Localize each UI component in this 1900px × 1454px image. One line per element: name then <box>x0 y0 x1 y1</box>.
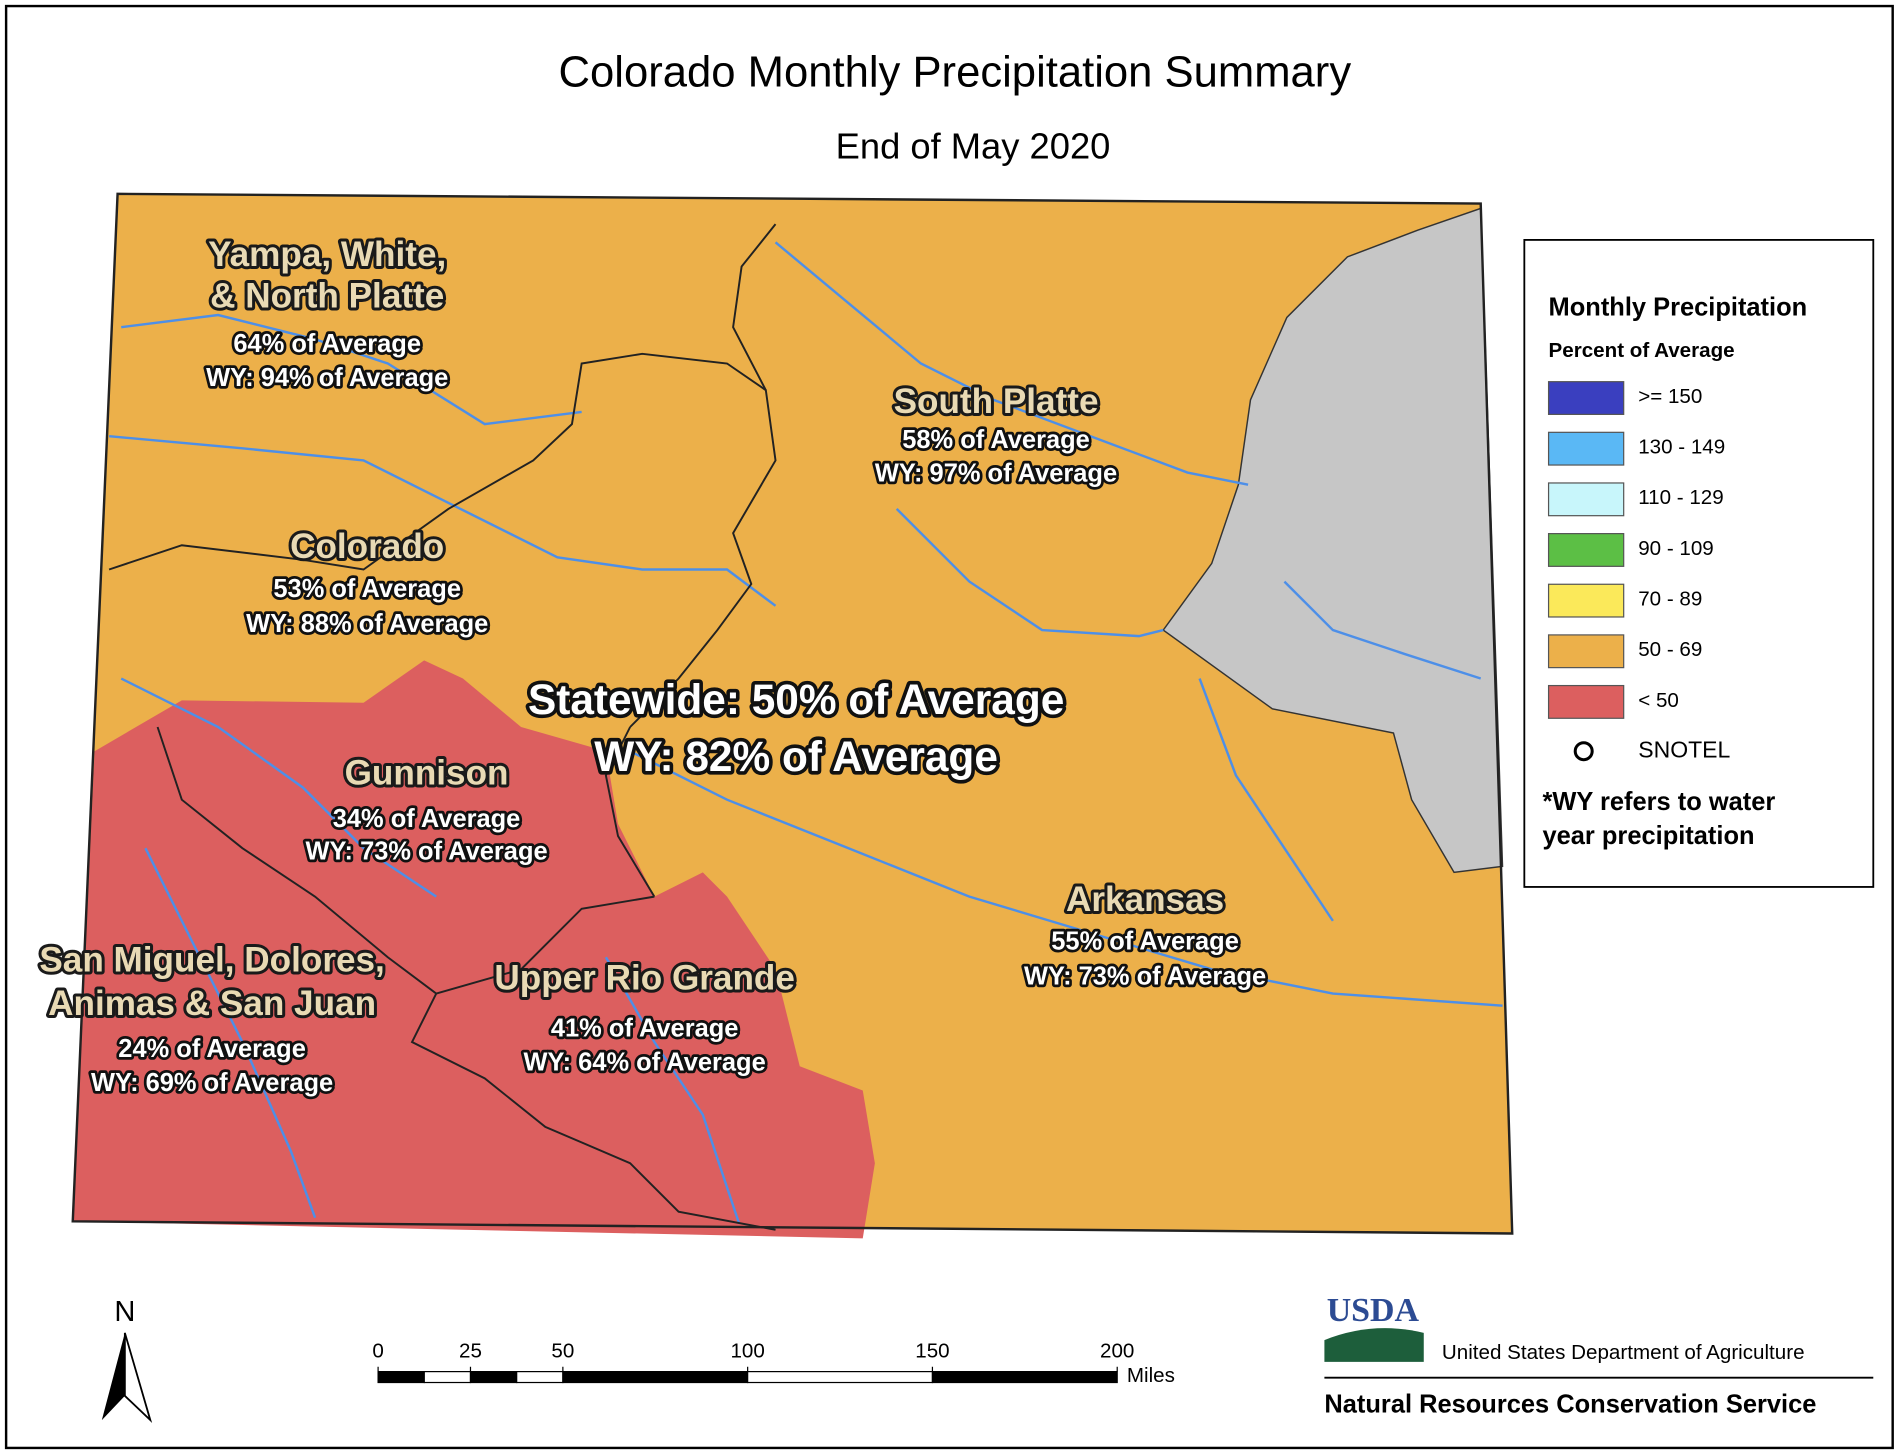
basin-name: Arkansas <box>1066 880 1224 919</box>
basin-boundaries <box>108 223 777 1231</box>
basin-wy: WY: 73% of Average <box>305 838 547 866</box>
river <box>604 956 741 1225</box>
basin-name: South Platte <box>894 382 1099 421</box>
arrow-left <box>101 1332 125 1421</box>
arrow-right <box>123 1332 153 1424</box>
river <box>895 508 1164 638</box>
boundary <box>435 895 655 995</box>
scale-segment <box>747 1371 934 1384</box>
basin-percent: 55% of Average <box>1051 927 1239 955</box>
north-label: N <box>114 1296 135 1328</box>
legend-note: year precipitation <box>1543 822 1755 850</box>
scale-segment <box>562 1371 749 1384</box>
river <box>1198 678 1334 922</box>
basin-wy: WY: 69% of Average <box>91 1069 333 1097</box>
boundary <box>604 726 656 898</box>
river <box>144 847 317 1219</box>
labels: Yampa, White,& North Platte 64% of Averag… <box>36 232 1269 1100</box>
river <box>121 313 582 426</box>
scale-segment <box>423 1371 472 1384</box>
regions <box>72 193 1513 1239</box>
department: United States Department of Agriculture <box>1442 1341 1805 1364</box>
statewide-percent: Statewide: 50% of Average <box>528 676 1064 723</box>
service: Natural Resources Conservation Service <box>1324 1390 1816 1418</box>
legend-label: < 50 <box>1638 689 1679 712</box>
legend-swatch <box>1547 684 1625 719</box>
basin-name: San Miguel, Dolores, <box>39 940 384 979</box>
legend-label: 90 - 109 <box>1638 537 1714 560</box>
legend-label: 110 - 129 <box>1638 486 1723 509</box>
scale-segment <box>931 1371 1118 1384</box>
legend-swatch <box>1547 431 1625 466</box>
legend-swatch <box>1547 634 1625 669</box>
scale-segment <box>469 1371 518 1384</box>
state-outline <box>71 192 1514 1235</box>
legend-label: 70 - 89 <box>1638 587 1702 610</box>
snotel-label: SNOTEL <box>1638 736 1730 762</box>
legend-swatch <box>1547 583 1625 618</box>
river <box>120 677 437 898</box>
title: Colorado Monthly Precipitation Summary <box>559 49 1352 97</box>
statewide-wy: WY: 82% of Average <box>594 733 998 780</box>
river <box>774 241 1249 486</box>
scale-segment <box>516 1371 564 1384</box>
basin-percent: 58% of Average <box>902 426 1090 454</box>
legend: Monthly Precipitation Percent of Average… <box>1523 239 1875 888</box>
basin-wy: WY: 73% of Average <box>1024 963 1266 991</box>
basin-name: Upper Rio Grande <box>494 959 795 998</box>
river <box>108 434 777 607</box>
river <box>1283 580 1482 680</box>
legend-swatch <box>1547 381 1625 415</box>
gray-region <box>1162 207 1504 874</box>
basin-percent: 53% of Average <box>273 575 461 603</box>
basin-name: Gunnison <box>345 754 509 793</box>
usda-swoosh-line <box>1323 1323 1424 1339</box>
no-data-area <box>1162 207 1504 874</box>
scale-tick-label: 0 <box>372 1340 383 1363</box>
boundary <box>108 352 777 728</box>
basin-name: Animas & San Juan <box>48 984 376 1023</box>
basin-name: Yampa, White, <box>208 235 446 274</box>
scale-tick-label: 200 <box>1100 1340 1134 1363</box>
scale-bar: Miles 0 25 50 100 150 200 <box>372 1340 1175 1387</box>
basin-percent: 34% of Average <box>333 805 521 833</box>
legend-swatch <box>1547 533 1625 567</box>
legend-subtitle: Percent of Average <box>1549 339 1735 362</box>
boundary <box>156 726 776 1231</box>
north-arrow: N <box>101 1296 153 1424</box>
subtitle: End of May 2020 <box>836 126 1111 167</box>
basin-percent: 24% of Average <box>118 1035 306 1063</box>
basin-wy: WY: 88% of Average <box>246 610 488 638</box>
basin-percent: 41% of Average <box>551 1015 739 1043</box>
legend-note: *WY refers to water <box>1543 788 1776 816</box>
red-region <box>72 660 875 1239</box>
legend-label: >= 150 <box>1638 385 1702 408</box>
agency: USDA United States Department of Agricul… <box>1323 1292 1874 1418</box>
scale-tick-label: 25 <box>459 1340 482 1363</box>
usda-logo: USDA <box>1327 1292 1420 1329</box>
scale-unit: Miles <box>1127 1364 1175 1387</box>
scale-tick-label: 150 <box>915 1340 949 1363</box>
basin-wy: WY: 94% of Average <box>206 364 448 392</box>
legend-label: 130 - 149 <box>1638 436 1725 459</box>
basin-name: Colorado <box>290 527 444 566</box>
usda-swoosh <box>1324 1328 1424 1362</box>
legend-label: 50 - 69 <box>1638 638 1702 661</box>
legend-title: Monthly Precipitation <box>1549 294 1808 322</box>
basin-wy: WY: 97% of Average <box>875 460 1117 488</box>
boundary <box>732 223 777 391</box>
basin-name: & North Platte <box>210 276 444 315</box>
river <box>629 750 1503 1007</box>
scale-segment <box>377 1371 425 1384</box>
scale-tick-label: 100 <box>730 1340 764 1363</box>
scale-tick-label: 50 <box>551 1340 574 1363</box>
rivers <box>108 241 1503 1225</box>
basin-percent: 64% of Average <box>233 330 421 358</box>
snotel-symbol <box>1573 741 1594 762</box>
legend-swatch <box>1547 482 1625 517</box>
basin-wy: WY: 64% of Average <box>524 1049 766 1077</box>
